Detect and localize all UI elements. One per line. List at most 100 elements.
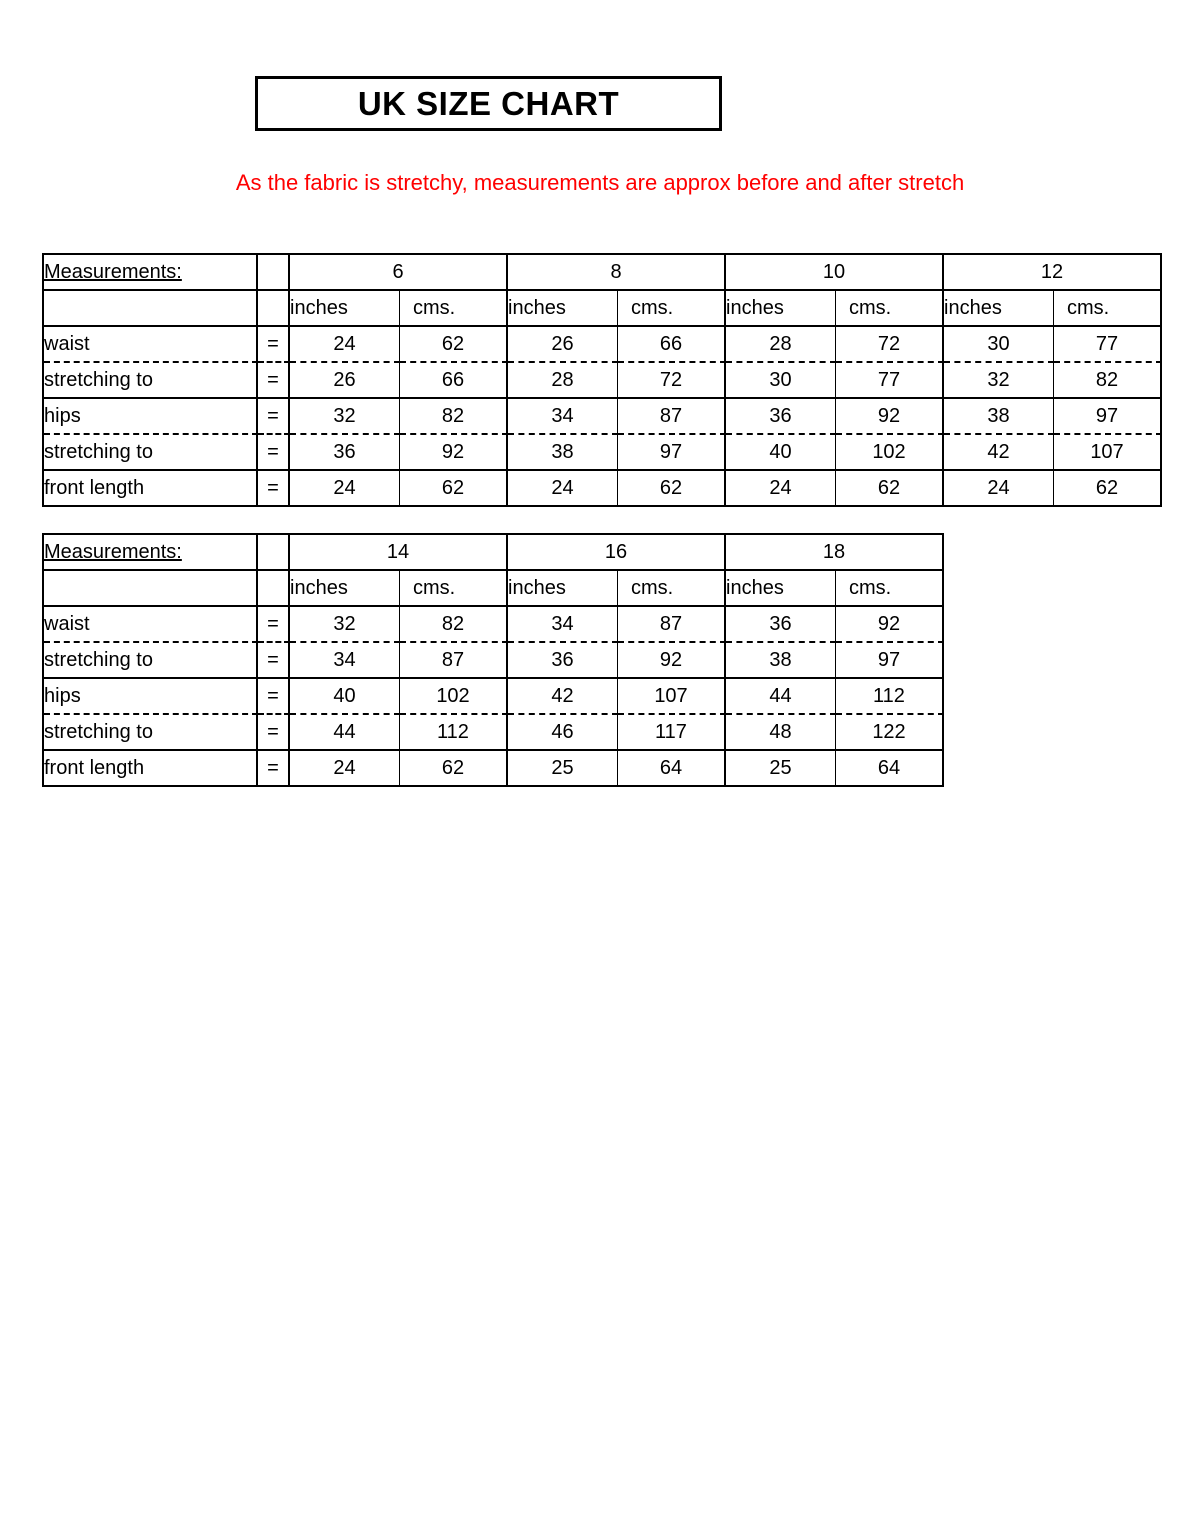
value-cms: 77 — [836, 363, 944, 399]
measurement-row: stretching to = 44 112 46 117 48 122 — [44, 715, 944, 751]
value-cms: 102 — [400, 679, 508, 715]
value-inches: 40 — [290, 679, 400, 715]
value-inches: 24 — [726, 471, 836, 507]
value-cms: 112 — [400, 715, 508, 751]
unit-label-inches: inches — [508, 571, 618, 607]
unit-label-inches: inches — [290, 291, 400, 327]
size-table: Measurements: 14 16 18 inches cms. inches cms. i… — [42, 533, 944, 787]
value-cms: 122 — [836, 715, 944, 751]
value-inches: 40 — [726, 435, 836, 471]
value-inches: 36 — [508, 643, 618, 679]
row-label: front length — [44, 751, 258, 787]
value-inches: 36 — [726, 399, 836, 435]
value-cms: 82 — [400, 607, 508, 643]
value-inches: 36 — [290, 435, 400, 471]
equals-sign: = — [258, 363, 290, 399]
row-label: stretching to — [44, 715, 258, 751]
row-label: waist — [44, 327, 258, 363]
value-cms: 62 — [1054, 471, 1162, 507]
value-cms: 97 — [618, 435, 726, 471]
value-inches: 24 — [290, 471, 400, 507]
empty-equals-cell — [258, 291, 290, 327]
value-cms: 97 — [836, 643, 944, 679]
value-cms: 82 — [400, 399, 508, 435]
value-inches: 24 — [508, 471, 618, 507]
unit-label-inches: inches — [726, 571, 836, 607]
value-cms: 97 — [1054, 399, 1162, 435]
empty-label-cell — [44, 291, 258, 327]
page-title: UK SIZE CHART — [357, 84, 620, 122]
equals-sign: = — [258, 715, 290, 751]
value-cms: 87 — [618, 607, 726, 643]
row-label: waist — [44, 607, 258, 643]
value-cms: 62 — [836, 471, 944, 507]
equals-sign: = — [258, 607, 290, 643]
empty-label-cell — [44, 571, 258, 607]
equals-sign: = — [258, 327, 290, 363]
row-label: hips — [44, 679, 258, 715]
row-label: hips — [44, 399, 258, 435]
size-column-header: 10 — [726, 255, 944, 291]
equals-sign: = — [258, 751, 290, 787]
row-label: stretching to — [44, 363, 258, 399]
value-cms: 87 — [618, 399, 726, 435]
value-cms: 107 — [1054, 435, 1162, 471]
unit-label-inches: inches — [726, 291, 836, 327]
value-inches: 26 — [508, 327, 618, 363]
unit-label-inches: inches — [508, 291, 618, 327]
size-table-6-12: Measurements: 6 8 10 12 inches cms. inches cms. i… — [42, 253, 1162, 507]
size-column-header: 8 — [508, 255, 726, 291]
value-cms: 64 — [836, 751, 944, 787]
value-cms: 66 — [400, 363, 508, 399]
measurement-row: stretching to = 26 66 28 72 30 77 32 82 — [44, 363, 1162, 399]
value-cms: 107 — [618, 679, 726, 715]
value-inches: 44 — [726, 679, 836, 715]
value-inches: 38 — [508, 435, 618, 471]
measurements-header: Measurements: — [44, 535, 258, 571]
size-column-header: 18 — [726, 535, 944, 571]
value-cms: 77 — [1054, 327, 1162, 363]
value-inches: 32 — [944, 363, 1054, 399]
value-inches: 34 — [290, 643, 400, 679]
size-column-header: 14 — [290, 535, 508, 571]
row-label: front length — [44, 471, 258, 507]
equals-column-header — [258, 255, 290, 291]
value-inches: 44 — [290, 715, 400, 751]
value-cms: 62 — [618, 471, 726, 507]
value-cms: 92 — [836, 607, 944, 643]
measurement-row: front length = 24 62 24 62 24 62 24 62 — [44, 471, 1162, 507]
measurement-row: hips = 32 82 34 87 36 92 38 97 — [44, 399, 1162, 435]
value-cms: 112 — [836, 679, 944, 715]
value-inches: 32 — [290, 399, 400, 435]
unit-label-cms: cms. — [400, 571, 508, 607]
value-inches: 36 — [726, 607, 836, 643]
value-inches: 38 — [726, 643, 836, 679]
unit-label-cms: cms. — [400, 291, 508, 327]
value-cms: 102 — [836, 435, 944, 471]
value-inches: 34 — [508, 607, 618, 643]
row-label: stretching to — [44, 435, 258, 471]
value-inches: 24 — [944, 471, 1054, 507]
equals-sign: = — [258, 435, 290, 471]
value-inches: 48 — [726, 715, 836, 751]
value-cms: 72 — [618, 363, 726, 399]
value-cms: 64 — [618, 751, 726, 787]
value-cms: 92 — [836, 399, 944, 435]
value-cms: 82 — [1054, 363, 1162, 399]
value-inches: 30 — [726, 363, 836, 399]
measurements-header: Measurements: — [44, 255, 258, 291]
value-cms: 117 — [618, 715, 726, 751]
value-inches: 25 — [508, 751, 618, 787]
value-inches: 24 — [290, 327, 400, 363]
row-label: stretching to — [44, 643, 258, 679]
equals-sign: = — [258, 399, 290, 435]
value-inches: 34 — [508, 399, 618, 435]
value-inches: 26 — [290, 363, 400, 399]
measurement-row: waist = 24 62 26 66 28 72 30 77 — [44, 327, 1162, 363]
value-cms: 62 — [400, 471, 508, 507]
measurement-row: hips = 40 102 42 107 44 112 — [44, 679, 944, 715]
unit-label-inches: inches — [944, 291, 1054, 327]
value-inches: 32 — [290, 607, 400, 643]
value-cms: 87 — [400, 643, 508, 679]
